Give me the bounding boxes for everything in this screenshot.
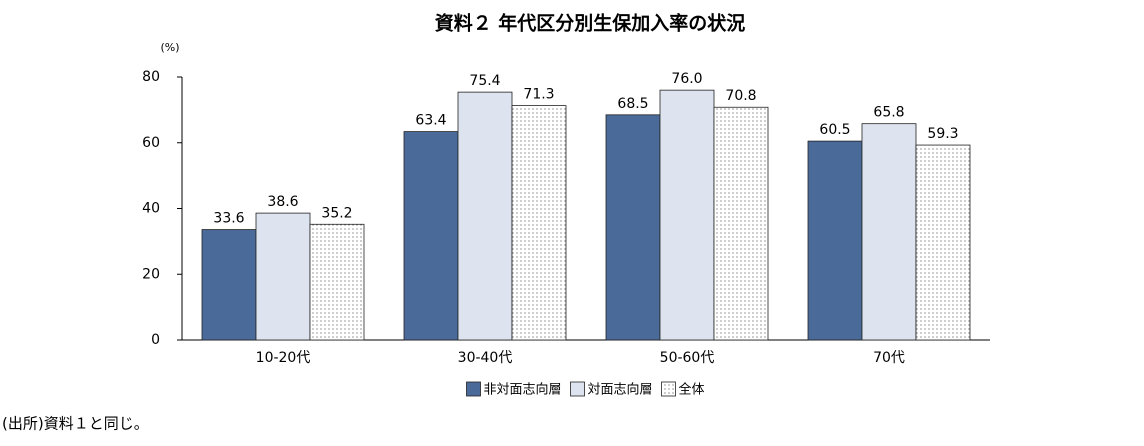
value-label: 65.8 xyxy=(873,105,904,121)
legend-label: 対面志向層 xyxy=(588,382,653,398)
bar xyxy=(915,144,971,341)
bar xyxy=(659,89,715,341)
value-label: 60.5 xyxy=(819,122,850,138)
bar xyxy=(605,114,661,341)
bar xyxy=(713,106,769,341)
legend-label: 全体 xyxy=(679,382,705,398)
legend-label: 非対面志向層 xyxy=(484,382,562,398)
value-label: 59.3 xyxy=(927,126,958,142)
value-label: 71.3 xyxy=(523,87,554,103)
x-tick-label: 30-40代 xyxy=(458,350,513,366)
y-tick-label: 80 xyxy=(142,69,160,85)
y-axis-label: (%) xyxy=(160,41,179,54)
x-tick-label: 50-60代 xyxy=(660,350,715,366)
value-label: 33.6 xyxy=(213,211,244,227)
bar xyxy=(255,212,311,341)
value-label: 76.0 xyxy=(671,71,702,87)
legend-swatch xyxy=(661,381,676,397)
value-label: 75.4 xyxy=(469,73,500,89)
value-label: 68.5 xyxy=(617,96,648,112)
legend-swatch xyxy=(466,381,481,397)
y-tick-label: 20 xyxy=(142,266,160,282)
bar xyxy=(201,229,257,341)
bar xyxy=(807,140,863,341)
y-tick-label: 60 xyxy=(142,135,160,151)
bar xyxy=(309,223,365,341)
legend-swatch xyxy=(570,381,585,397)
bar xyxy=(511,105,567,341)
x-tick-label: 70代 xyxy=(873,350,905,366)
source-note: (出所)資料１と同じ。 xyxy=(2,415,149,433)
bar xyxy=(457,91,513,341)
bar xyxy=(861,123,917,341)
chart-title: 資料２ 年代区分別生保加入率の状況 xyxy=(435,12,746,35)
value-label: 35.2 xyxy=(321,205,352,221)
y-tick-label: 40 xyxy=(142,201,160,217)
y-tick-label: 0 xyxy=(151,332,160,348)
x-tick-label: 10-20代 xyxy=(256,350,311,366)
bar xyxy=(403,131,459,341)
value-label: 63.4 xyxy=(415,113,446,129)
value-label: 70.8 xyxy=(725,88,756,104)
value-label: 38.6 xyxy=(267,194,298,210)
